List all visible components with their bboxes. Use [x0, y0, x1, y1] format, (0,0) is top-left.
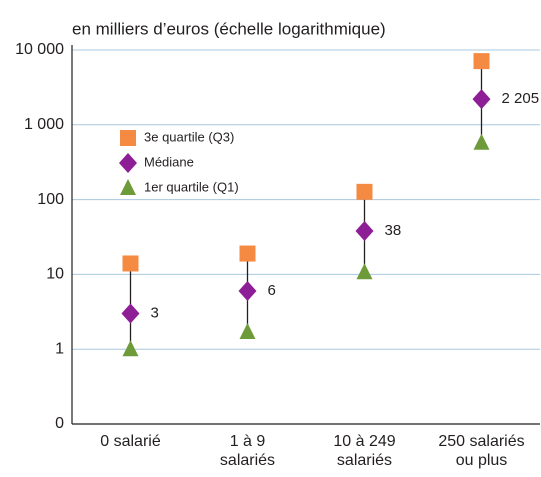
legend-label: Médiane	[144, 154, 194, 169]
x-tick-label: 250 salariés ou plus	[438, 433, 524, 469]
median-marker	[472, 89, 491, 110]
value-label: 6	[268, 282, 276, 299]
y-tick-label: 1 000	[24, 116, 64, 133]
q1-marker	[473, 133, 490, 150]
q1-marker	[239, 322, 256, 339]
x-tick-label: 1 à 9 salariés	[220, 433, 275, 469]
y-tick-label: 0	[55, 415, 64, 432]
q3-marker	[473, 53, 490, 70]
x-tick-label: 0 salarié	[100, 433, 161, 450]
value-label: 2 205	[502, 90, 540, 107]
median-marker	[238, 280, 257, 301]
legend-marker	[119, 153, 137, 173]
y-tick-label: 10 000	[15, 41, 64, 58]
q1-marker	[356, 263, 373, 280]
legend-label: 3e quartile (Q3)	[144, 129, 234, 144]
y-tick-label: 10	[46, 266, 64, 283]
legend-marker	[120, 179, 136, 195]
q3-marker	[356, 183, 373, 200]
value-label: 38	[385, 222, 402, 239]
x-tick-label: 10 à 249 salariés	[333, 433, 395, 469]
legend-label: 1er quartile (Q1)	[144, 179, 239, 194]
y-tick-label: 100	[37, 191, 64, 208]
chart-title: en milliers d’euros (échelle logarithmiq…	[72, 19, 386, 38]
value-label: 3	[151, 304, 159, 321]
q1-marker	[122, 340, 139, 357]
q3-marker	[122, 255, 139, 272]
median-marker	[355, 221, 374, 242]
median-marker	[121, 303, 140, 324]
q3-marker	[239, 245, 256, 262]
y-tick-label: 1	[55, 340, 64, 357]
legend-marker	[120, 130, 136, 146]
